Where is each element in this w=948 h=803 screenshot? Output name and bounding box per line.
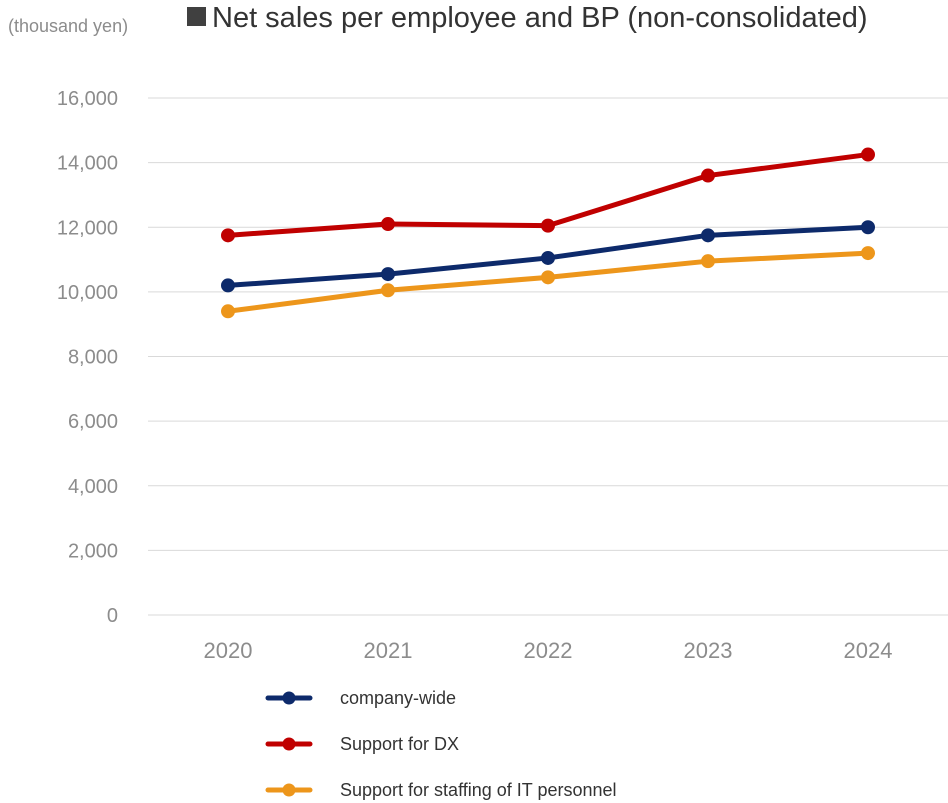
legend-marker-2 — [282, 783, 296, 797]
series-2-point-2021 — [381, 283, 395, 298]
x-tick-label-2023: 2023 — [684, 638, 733, 663]
series-0-point-2020 — [221, 278, 235, 293]
y-tick-label: 14,000 — [57, 153, 118, 175]
series-0-point-2024 — [861, 220, 875, 235]
legend-marker-1 — [282, 737, 296, 751]
chart-title: Net sales per employee and BP (non-conso… — [187, 2, 868, 35]
y-tick-label: 6,000 — [68, 411, 118, 433]
title-square-icon — [187, 7, 206, 26]
series-1-point-2024 — [861, 147, 875, 162]
legend-label-0: company-wide — [340, 688, 456, 708]
x-tick-label-2022: 2022 — [524, 638, 573, 663]
y-tick-label: 16,000 — [57, 88, 118, 110]
x-tick-label-2024: 2024 — [844, 638, 893, 663]
y-tick-label: 8,000 — [68, 347, 118, 369]
y-tick-label: 0 — [107, 605, 118, 627]
y-tick-label: 4,000 — [68, 476, 118, 498]
x-tick-label-2020: 2020 — [204, 638, 253, 663]
series-1-point-2022 — [541, 218, 555, 233]
chart-title-text: Net sales per employee and BP (non-conso… — [212, 2, 868, 34]
y-tick-label: 10,000 — [57, 282, 118, 304]
series-0-point-2023 — [701, 228, 715, 243]
y-unit-label: (thousand yen) — [8, 16, 129, 36]
series-0-point-2022 — [541, 250, 555, 265]
y-tick-label: 2,000 — [68, 540, 118, 562]
series-2-point-2023 — [701, 254, 715, 269]
legend-marker-0 — [282, 691, 296, 705]
series-2-point-2020 — [221, 304, 235, 319]
series-2-point-2024 — [861, 246, 875, 261]
series-1-point-2023 — [701, 168, 715, 183]
y-tick-label: 12,000 — [57, 217, 118, 239]
x-tick-label-2021: 2021 — [364, 638, 413, 663]
legend-label-1: Support for DX — [340, 734, 459, 754]
series-1-point-2020 — [221, 228, 235, 243]
series-2-point-2022 — [541, 270, 555, 285]
legend-label-2: Support for staffing of IT personnel — [340, 780, 617, 800]
series-1-point-2021 — [381, 217, 395, 232]
series-0-point-2021 — [381, 267, 395, 282]
